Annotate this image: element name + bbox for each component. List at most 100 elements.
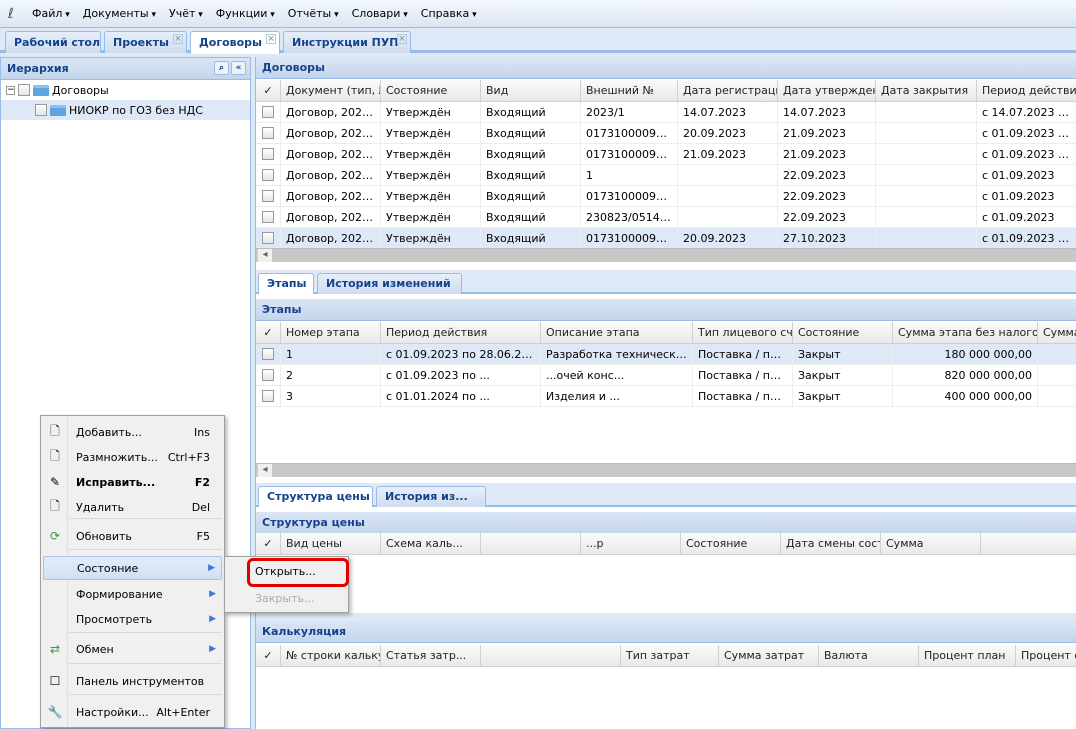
menu-file[interactable]: Файл [32, 7, 70, 20]
column-header[interactable] [481, 645, 621, 666]
context-menu-item[interactable]: ✎ Исправить... F2 [43, 470, 222, 494]
row-checkbox[interactable] [262, 148, 274, 160]
context-menu-item[interactable]: Состояние ▶ [43, 556, 222, 580]
tab-stages[interactable]: Этапы [258, 273, 314, 294]
select-all-checkbox[interactable]: ✓ [256, 645, 281, 666]
tab-pup-instructions[interactable]: Инструкции ПУП × [283, 31, 411, 53]
tab-change-history[interactable]: История изменений [317, 273, 462, 294]
tree-checkbox[interactable] [35, 104, 47, 116]
tab-desktop[interactable]: Рабочий стол [5, 31, 101, 53]
table-row[interactable]: Договор, 2023/... Утверждён Входящий 017310… [256, 123, 1076, 144]
column-header[interactable]: Период действия... [977, 80, 1076, 101]
tab-price-structure[interactable]: Структура цены [258, 486, 373, 507]
table-cell: Утверждён [381, 186, 481, 206]
menu-functions[interactable]: Функции [216, 7, 275, 20]
menu-documents[interactable]: Документы [83, 7, 156, 20]
menu-help[interactable]: Справка [421, 7, 477, 20]
column-header[interactable]: Процент ф... [1016, 645, 1076, 666]
menu-dictionaries[interactable]: Словари [352, 7, 408, 20]
row-checkbox[interactable] [262, 369, 274, 381]
tree-node-contracts[interactable]: − Договоры [1, 80, 250, 100]
table-row[interactable]: Договор, 2023/... Утверждён Входящий 2023/1… [256, 102, 1076, 123]
tab-history[interactable]: История из... [376, 486, 486, 507]
table-row[interactable]: Договор, 2023/... Утверждён Входящий 230823… [256, 207, 1076, 228]
column-header[interactable]: Вид цены [281, 533, 381, 554]
select-all-checkbox[interactable]: ✓ [256, 533, 281, 554]
context-menu-item[interactable]: Формирование ▶ [43, 582, 222, 606]
select-all-checkbox[interactable]: ✓ [256, 322, 281, 343]
table-row[interactable]: Договор, 2023/... Утверждён Входящий 1 22.09… [256, 165, 1076, 186]
select-all-checkbox[interactable]: ✓ [256, 80, 281, 101]
column-header[interactable]: ...р [581, 533, 681, 554]
submenu-open[interactable]: Открыть... [255, 565, 316, 578]
tab-contracts[interactable]: Договоры × [190, 31, 280, 54]
column-header[interactable]: Номер этапа [281, 322, 381, 343]
splitter[interactable] [256, 613, 1076, 621]
column-header[interactable]: Тип затрат [621, 645, 719, 666]
row-checkbox[interactable] [262, 390, 274, 402]
column-header[interactable]: № строки калькул [281, 645, 381, 666]
column-header[interactable]: Процент план [919, 645, 1016, 666]
collapse-icon[interactable]: − [6, 84, 15, 95]
grid-header: ✓ № строки калькул Статья затр... Тип затра… [256, 645, 1076, 667]
row-checkbox[interactable] [262, 211, 274, 223]
close-icon[interactable]: × [266, 34, 276, 44]
tab-label: Договоры [199, 36, 262, 49]
column-header[interactable]: Валюта [819, 645, 919, 666]
context-menu-item[interactable]: 🗋 Добавить... Ins [43, 420, 222, 444]
row-checkbox-cell [256, 207, 281, 227]
row-checkbox[interactable] [262, 190, 274, 202]
table-row[interactable]: Договор, 2023/... Утверждён Входящий 017310… [256, 144, 1076, 165]
column-header[interactable]: Сумма [881, 533, 981, 554]
column-header[interactable]: Дата утверждения [778, 80, 876, 101]
column-header[interactable]: Дата закрытия [876, 80, 977, 101]
menu-reports[interactable]: Отчёты [288, 7, 339, 20]
column-header[interactable]: Статья затр... [381, 645, 481, 666]
column-header[interactable]: Тип лицевого счёт [693, 322, 793, 343]
row-checkbox[interactable] [262, 106, 274, 118]
close-icon[interactable]: × [173, 34, 183, 44]
table-row[interactable]: Договор, 2023/... Утверждён Входящий 017310… [256, 228, 1076, 249]
column-header[interactable]: Схема каль... [381, 533, 481, 554]
column-header[interactable]: Сумма этапа без налогов [893, 322, 1038, 343]
close-icon[interactable]: × [397, 34, 407, 44]
menu-accounting[interactable]: Учёт [169, 7, 203, 20]
context-menu-item[interactable]: Просмотреть ▶ [43, 607, 222, 631]
context-menu-item[interactable]: 🗋 Удалить Del [43, 495, 222, 519]
column-header[interactable]: Дата смены состоя [781, 533, 881, 554]
column-header[interactable]: Внешний № [581, 80, 678, 101]
context-menu-item[interactable]: 🗋 Размножить... Ctrl+F3 [43, 445, 222, 469]
column-header[interactable]: Дата регистрации... [678, 80, 778, 101]
column-header[interactable]: Сумма [1038, 322, 1076, 343]
tab-projects[interactable]: Проекты × [104, 31, 187, 53]
column-header[interactable] [481, 533, 581, 554]
row-checkbox[interactable] [262, 169, 274, 181]
column-header[interactable]: Состояние [381, 80, 481, 101]
binoculars-icon[interactable]: ⌕ [214, 61, 229, 75]
contracts-horizontal-scrollbar[interactable] [256, 248, 1076, 262]
context-menu-item[interactable]: 🔧 Настройки... Alt+Enter [43, 700, 222, 724]
row-checkbox[interactable] [262, 232, 274, 244]
tree-checkbox[interactable] [18, 84, 30, 96]
context-menu-item[interactable]: ⟳ Обновить F5 [43, 524, 222, 548]
column-header[interactable]: Документ (тип, № [281, 80, 381, 101]
row-checkbox-cell [256, 102, 281, 122]
row-checkbox[interactable] [262, 348, 274, 360]
column-header[interactable]: Состояние [793, 322, 893, 343]
table-row[interactable]: Договор, 2023/... Утверждён Входящий 017310… [256, 186, 1076, 207]
row-checkbox[interactable] [262, 127, 274, 139]
context-menu-item[interactable]: ⇄ Обмен ▶ [43, 637, 222, 661]
column-header[interactable]: Вид [481, 80, 581, 101]
column-header[interactable]: Описание этапа [541, 322, 693, 343]
context-menu-item[interactable]: ☐ Панель инструментов [43, 669, 222, 693]
column-header[interactable]: Период действия [381, 322, 541, 343]
wrench-icon: 🔧 [47, 705, 63, 719]
tree-node-niokr[interactable]: НИОКР по ГОЗ без НДС [1, 100, 250, 120]
collapse-left-icon[interactable]: « [231, 61, 246, 75]
column-header[interactable]: Сумма затрат [719, 645, 819, 666]
column-header[interactable]: Состояние [681, 533, 781, 554]
stages-horizontal-scrollbar[interactable] [256, 463, 1076, 477]
